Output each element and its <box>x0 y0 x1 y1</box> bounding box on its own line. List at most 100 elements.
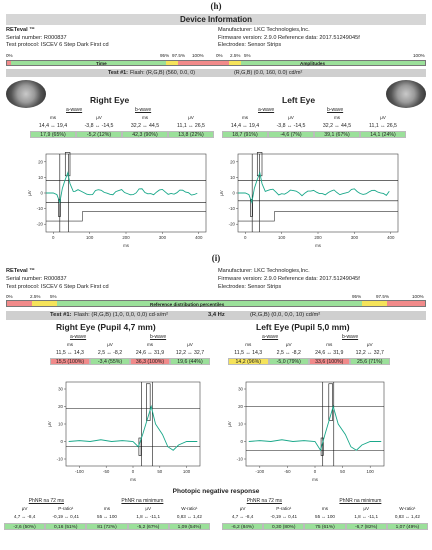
y-axis-label: μV <box>47 421 52 427</box>
normative-box <box>250 198 253 217</box>
serial-number: Serial number: R000837 <box>6 276 67 282</box>
units-0: ms <box>66 342 74 347</box>
units-1: μV <box>96 115 102 120</box>
y-tick-label: -20 <box>37 222 44 227</box>
left-eye-title-i: Left Eye (Pupil 5,0 mm) <box>256 322 350 332</box>
values-3: 13,8 (22%) <box>168 131 214 138</box>
normative-box <box>256 152 263 177</box>
y-tick-label: 10 <box>58 422 63 427</box>
y-tick-label: -10 <box>229 206 236 211</box>
units-1: μV <box>107 342 113 347</box>
plot-frame <box>245 381 385 467</box>
units-1: μV <box>285 342 292 347</box>
a-wave-label: a-wave <box>262 334 279 340</box>
phnr-ranges-1: -0,19 ↔ 0,41 <box>270 514 298 519</box>
amplitudes-label: Amplitudes <box>300 60 326 66</box>
values-3: 25,6 (71%) <box>349 358 390 365</box>
x-tick-label: 300 <box>159 235 167 240</box>
erg-trace <box>46 171 198 205</box>
y-tick-label: 20 <box>38 159 43 164</box>
y-tick-label: 0 <box>241 439 244 444</box>
left-fundus-image <box>386 80 426 108</box>
electrodes: Electrodes: Sensor Strips <box>218 284 282 290</box>
electrodes: Electrodes: Sensor Strips <box>218 42 282 48</box>
phnr-values-4: 1,07 (49%) <box>386 523 428 530</box>
values-0: 14,2 (96%) <box>228 358 269 365</box>
b-wave-label: b-wave <box>135 107 152 113</box>
units-3: μV <box>188 115 194 120</box>
normative-box <box>58 198 61 217</box>
pct-975: 97.5% <box>376 294 390 299</box>
firmware: Firmware version: 2.9.0 Reference data: … <box>218 276 360 282</box>
values-0: 15,5 (100%) <box>50 358 90 365</box>
phnr-values-2: 75 (61%) <box>304 523 346 530</box>
y-tick-label: -20 <box>229 222 236 227</box>
ranges-0: 14,4 ↔ 19,4 <box>230 123 260 129</box>
x-tick-label: 200 <box>122 235 130 240</box>
ranges-2: 24,6 ↔ 31,9 <box>135 350 165 356</box>
units-0: ms <box>241 115 249 120</box>
phnr-units-0: μV <box>239 506 246 511</box>
x-tick-label: 50 <box>340 469 345 474</box>
x-tick-label: 0 <box>244 235 247 240</box>
ranges-0: 11,5 ↔ 14,3 <box>56 350 84 356</box>
pct-5: 5% <box>50 294 57 299</box>
b-wave-label: b-wave <box>342 334 359 340</box>
units-3: μV <box>380 115 386 120</box>
pct-left: 0% <box>6 53 13 58</box>
values-1: -4,6 (7%) <box>268 131 314 138</box>
a-wave-label: a-wave <box>66 107 83 113</box>
pct-right: 100% <box>413 53 425 58</box>
units-2: ms <box>326 342 333 347</box>
brand: RETeval ™ <box>6 27 35 33</box>
y-tick-label: 10 <box>230 175 235 180</box>
flash-right: (R,G,B) (0.0, 160, 0.0) cd/m² <box>234 70 303 76</box>
x-tick-label: 200 <box>314 235 322 240</box>
x-tick-label: 0 <box>314 469 317 474</box>
normative-box <box>64 152 71 177</box>
ranges-2: 24,6 ↔ 31,9 <box>315 350 344 356</box>
x-tick-label: 300 <box>351 235 359 240</box>
pct-100: 100% <box>192 53 204 58</box>
values-0: 17,9 (65%) <box>30 131 76 138</box>
ranges-1: 2,5 ↔ -8,2 <box>97 350 123 356</box>
phnr-72ms-label: PhNR na 72 ms <box>246 498 283 504</box>
values-1: -3,4 (55%) <box>90 358 130 365</box>
phnr-units-4: W-ratio¹ <box>399 506 416 511</box>
y-axis-label: μV <box>227 421 232 427</box>
ranges-2: 32,2 ↔ 44,5 <box>322 123 352 129</box>
units-3: μV <box>187 342 193 347</box>
phnr-values-2: 81 (72%) <box>86 523 128 530</box>
manufacturer: Manufacturer: LKC Technologies,Inc. <box>218 268 310 274</box>
phnr-units-1: P-ratio¹ <box>58 506 74 511</box>
phnr-72ms-label: PhNR na 72 ms <box>28 498 65 504</box>
phnr-units-2: ms <box>321 506 329 511</box>
pct-95: 95% <box>160 53 170 58</box>
units-2: ms <box>333 115 341 120</box>
ranges-1: 2,5 ↔ -8,2 <box>276 350 301 356</box>
phnr-values-3: -5,2 (67%) <box>127 523 169 530</box>
time-label: Time <box>96 60 107 66</box>
ranges-3: 11,1 ↔ 26,5 <box>177 123 205 129</box>
y-tick-label: -10 <box>237 457 244 462</box>
stimulus-trace <box>46 211 206 222</box>
x-tick-label: 100 <box>183 469 191 474</box>
x-tick-label: 100 <box>367 469 375 474</box>
phnr-title: Photopic negative response <box>172 488 260 495</box>
y-tick-label: 20 <box>58 404 63 409</box>
flicker-hz: 3,4 Hz <box>208 312 225 318</box>
y-axis-label: μV <box>219 190 224 196</box>
units-3: μV <box>366 342 373 347</box>
x-tick-label: 50 <box>157 469 162 474</box>
percentile-bar-h <box>6 60 426 66</box>
pct-0: 0% <box>216 53 223 58</box>
phnr-values-0: -2,6 (50%) <box>4 523 46 530</box>
x-axis-label: ms <box>130 477 137 482</box>
normative-box <box>138 437 142 456</box>
ranges-2: 32,2 ↔ 44,5 <box>130 123 160 129</box>
phnr-values-0: -6,2 (84%) <box>222 523 264 530</box>
